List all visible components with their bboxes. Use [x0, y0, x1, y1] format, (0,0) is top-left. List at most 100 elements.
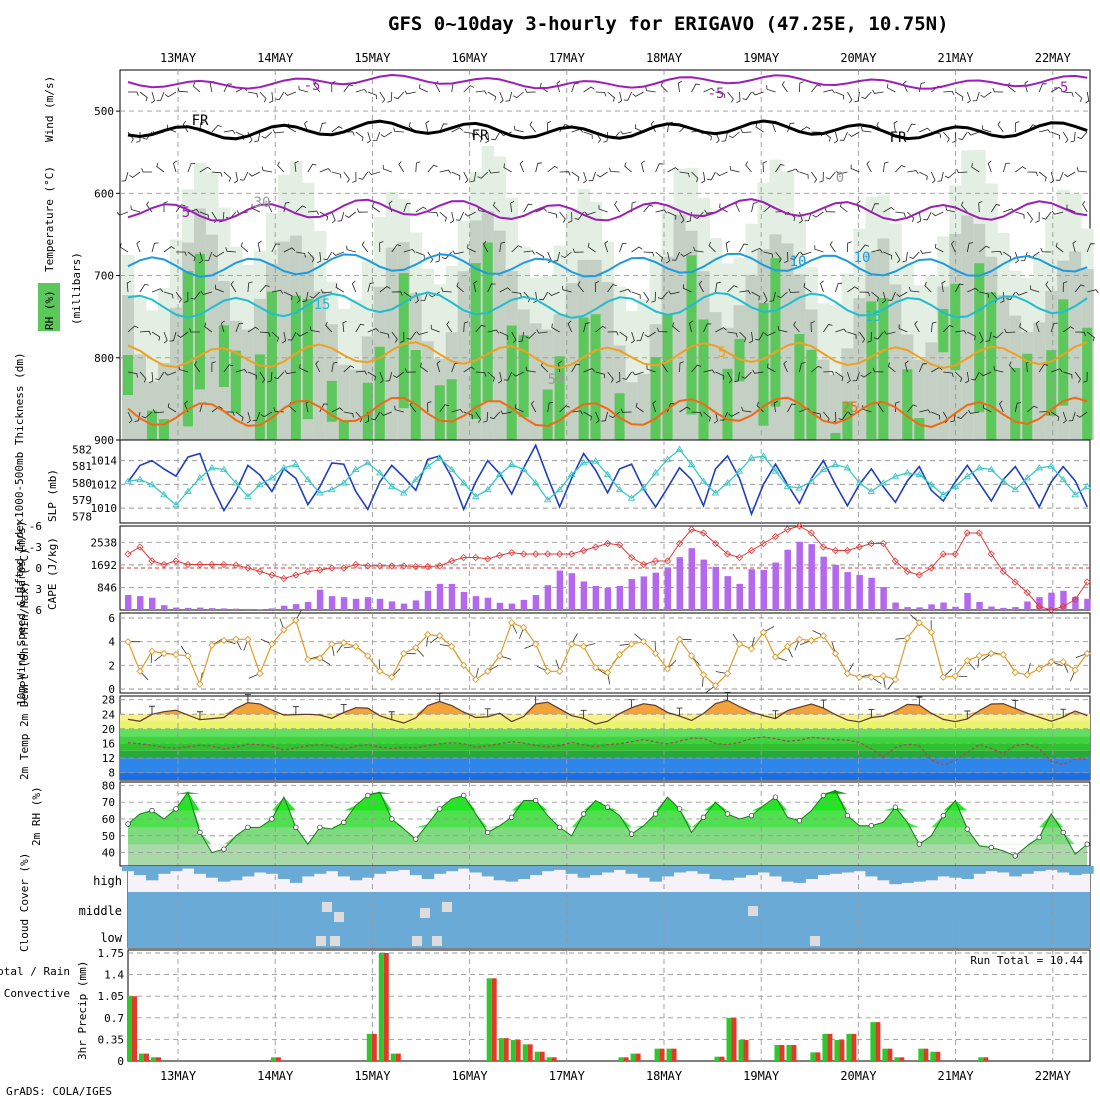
wind-barb	[1083, 371, 1088, 383]
precip-total-bar	[846, 1033, 852, 1061]
precip-convective-bar	[395, 1053, 401, 1061]
precip-convective-bar	[731, 1017, 737, 1061]
precip-convective-bar	[851, 1033, 857, 1061]
wind-barb	[427, 211, 439, 217]
li-point	[975, 529, 983, 537]
thickness-point	[615, 485, 624, 493]
temp-minmax-whisker	[1060, 708, 1067, 718]
wind-barb	[937, 171, 944, 182]
wind10m-point	[400, 649, 408, 658]
thickness-point	[675, 445, 684, 452]
cloud-high-bar	[229, 866, 243, 881]
panel-wind-frame	[119, 612, 1091, 694]
rh2m-point	[964, 826, 970, 832]
cloud-gap-cell	[322, 902, 332, 912]
cape-bar	[628, 579, 636, 610]
li-point	[1023, 588, 1031, 597]
rh-cell-saturated	[542, 389, 553, 440]
wind10m-point	[867, 673, 876, 681]
cape-bar	[1012, 607, 1019, 610]
wind-barb	[703, 369, 715, 374]
wind-barb	[1066, 204, 1076, 213]
cloud-high-bar	[253, 866, 267, 873]
li-point	[340, 564, 348, 572]
rh2m-point	[748, 812, 755, 819]
thickness-point	[903, 469, 912, 476]
wind-barb	[139, 330, 152, 335]
wind-barb	[967, 131, 980, 136]
rh-cell-saturated	[230, 350, 241, 414]
wind-barb	[361, 241, 369, 253]
wind-barb	[309, 326, 320, 333]
wind-barb	[487, 329, 500, 334]
cloud-high-bar	[685, 866, 699, 872]
wind-barb	[667, 167, 679, 173]
wind-barb	[607, 91, 615, 102]
wind10m-point	[424, 630, 432, 639]
rh2m-tick-label: 70	[102, 796, 115, 809]
wind-barb	[819, 171, 824, 183]
wind10m-point	[364, 652, 372, 660]
li-point	[400, 562, 408, 570]
wind-barb	[475, 90, 487, 95]
rh-cell-humid	[673, 214, 687, 440]
rh-cell-humid	[565, 283, 579, 440]
wind-barb	[614, 200, 620, 213]
precip-convective-bar	[875, 1022, 881, 1061]
wind-barb	[269, 91, 274, 104]
temperature-contour	[127, 73, 1088, 90]
wind-barb	[769, 291, 776, 302]
wind-barb	[987, 160, 992, 173]
rh2m-point	[461, 792, 467, 799]
rh-cell-humid	[601, 282, 615, 440]
wind-barb	[164, 371, 177, 376]
wind-barb	[668, 290, 680, 295]
cloud-high-bar	[793, 866, 806, 883]
wind-barb	[619, 288, 631, 293]
wind-barb	[608, 167, 620, 173]
wind-barb	[562, 285, 572, 293]
wind-barb	[1002, 162, 1010, 173]
li-point	[1059, 602, 1067, 611]
li-point	[651, 557, 660, 565]
wind-barb	[954, 283, 964, 293]
temp-minmax-whisker	[628, 699, 635, 708]
contour-label: FR	[472, 128, 489, 144]
wind-barb	[997, 121, 1004, 133]
wind-barb	[1051, 368, 1063, 373]
wind-barb	[139, 371, 147, 383]
date-label-top: 16MAY	[452, 51, 489, 65]
wind-barb	[547, 401, 554, 413]
precip-convective-bar	[791, 1044, 797, 1061]
thickness-point	[687, 460, 696, 467]
wind-barb	[220, 320, 225, 333]
wind-barb	[902, 251, 908, 263]
contour-label: 30	[254, 195, 271, 211]
cape-bar	[1060, 590, 1067, 610]
wind-barb	[364, 411, 370, 424]
li-point	[687, 525, 696, 534]
wind-barb	[173, 160, 177, 173]
wind-barb	[919, 409, 931, 414]
wind-barb	[559, 405, 570, 413]
wind-barb	[498, 371, 503, 384]
thickness-point	[328, 485, 336, 493]
rh-cell-saturated	[182, 271, 193, 427]
wind-barb	[679, 171, 690, 178]
wind-barb	[391, 291, 403, 296]
wind-barb	[523, 203, 533, 213]
temp-above-24-fill	[128, 700, 1088, 715]
wind-barb	[492, 201, 500, 213]
wind-barb	[719, 203, 728, 213]
cape-bar	[280, 605, 288, 610]
li-point	[556, 550, 564, 558]
wind-barb	[189, 328, 200, 333]
wind-barb	[470, 171, 477, 183]
wind10m-point	[448, 642, 456, 651]
wind-barb	[859, 331, 866, 343]
wind-barb	[788, 288, 800, 293]
thickness-point	[280, 463, 288, 471]
precip-total-bar	[654, 1048, 660, 1061]
wind-barb	[703, 87, 715, 93]
cloud-high-bar	[985, 866, 998, 872]
